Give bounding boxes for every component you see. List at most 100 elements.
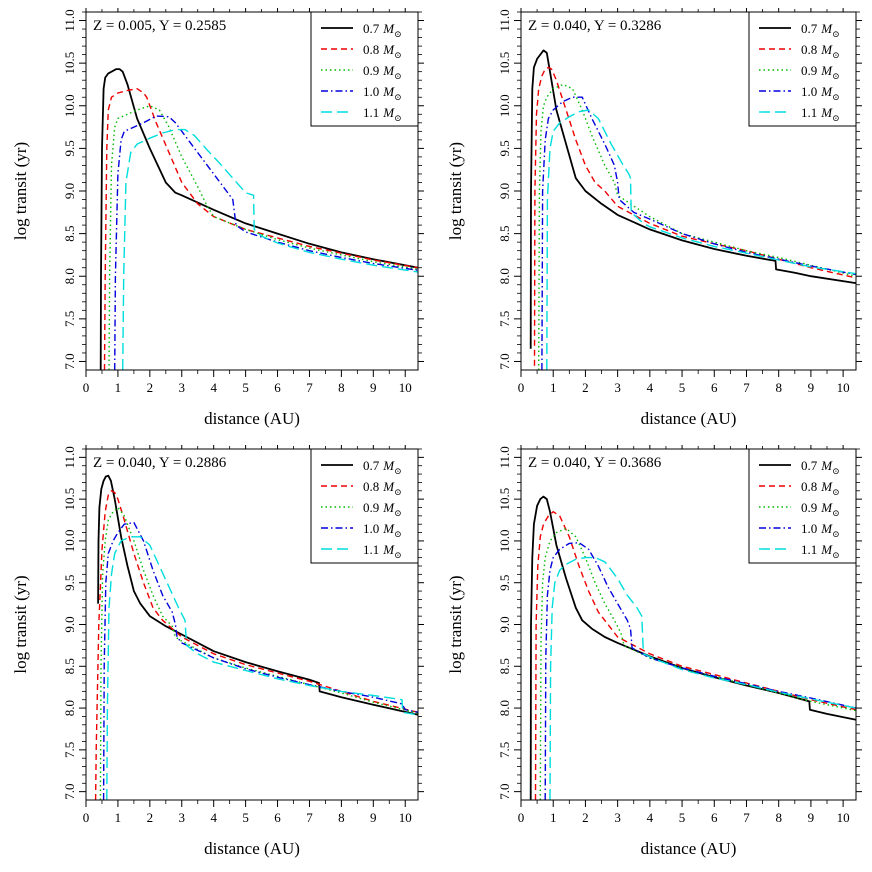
x-tick-label: 3 xyxy=(179,380,186,395)
legend-label: 0.7 M⊙ xyxy=(801,458,840,476)
legend-mass-unit: M xyxy=(820,63,833,78)
x-tick-label: 2 xyxy=(147,380,154,395)
legend-mass-unit: M xyxy=(382,105,395,120)
y-tick-label: 10.0 xyxy=(497,530,512,553)
y-tick-label: 10.5 xyxy=(497,488,512,511)
series-line-0_9 xyxy=(539,527,856,800)
legend-mass-value: 1.1 xyxy=(363,105,379,120)
x-tick-label: 8 xyxy=(775,810,782,825)
legend-mass-value: 1.1 xyxy=(801,542,817,557)
legend-mass-value: 1.0 xyxy=(363,521,379,536)
x-tick-label: 6 xyxy=(274,380,281,395)
x-tick-label: 8 xyxy=(338,380,345,395)
x-tick-label: 10 xyxy=(837,380,850,395)
series-lines xyxy=(99,68,418,370)
legend-sun-symbol: ⊙ xyxy=(394,71,402,81)
legend-mass-value: 0.8 xyxy=(363,479,379,494)
legend-label: 0.8 M⊙ xyxy=(801,42,840,60)
legend-mass-unit: M xyxy=(382,479,395,494)
x-axis-title: distance (AU) xyxy=(641,839,737,858)
legend-label: 1.1 M⊙ xyxy=(363,542,402,560)
legend-box xyxy=(310,11,419,127)
legend-mass-value: 1.1 xyxy=(801,105,817,120)
x-tick-label: 7 xyxy=(306,380,313,395)
panel-3: 0 1 2 3 4 5 6 7 8 9 10 7.0 7.5 8.0 8.5 9.0 9.5 10.0 10.5 11… xyxy=(11,445,424,858)
x-tick-label: 4 xyxy=(647,380,654,395)
y-tick-label: 8.5 xyxy=(62,658,77,674)
legend-sun-symbol: ⊙ xyxy=(832,508,840,518)
x-tick-label: 2 xyxy=(147,810,154,825)
legend-mass-unit: M xyxy=(382,21,395,36)
panel-annotation: Z = 0.040, Y = 0.3686 xyxy=(528,455,662,471)
y-tick-label: 7.5 xyxy=(62,742,77,758)
legend-sun-symbol: ⊙ xyxy=(394,113,402,123)
y-tick-label: 9.0 xyxy=(62,183,77,199)
panel-annotation: Z = 0.005, Y = 0.2585 xyxy=(93,18,226,34)
x-tick-label: 0 xyxy=(518,380,525,395)
y-tick-label: 10.5 xyxy=(497,52,512,75)
y-tick-label: 7.0 xyxy=(62,784,77,800)
legend-box xyxy=(748,448,857,564)
y-axis-title: log transit (yr) xyxy=(11,142,30,240)
legend-mass-value: 0.7 xyxy=(801,21,818,36)
x-tick-label: 1 xyxy=(550,810,557,825)
legend-sun-symbol: ⊙ xyxy=(832,529,840,539)
legend-label: 0.7 M⊙ xyxy=(363,458,402,476)
y-tick-label: 11.0 xyxy=(62,446,77,468)
series-line-0_7 xyxy=(529,495,856,800)
x-tick-label: 9 xyxy=(370,380,377,395)
legend-mass-value: 0.8 xyxy=(363,42,379,57)
legend-mass-value: 1.0 xyxy=(363,84,379,99)
legend-label: 1.1 M⊙ xyxy=(801,105,840,123)
y-axis-title: log transit (yr) xyxy=(11,575,30,673)
legend-label: 0.7 M⊙ xyxy=(363,21,402,39)
legend-label: 0.9 M⊙ xyxy=(801,63,840,81)
legend: 0.7 M⊙0.8 M⊙0.9 M⊙1.0 M⊙1.1 M⊙ xyxy=(310,448,419,564)
y-tick-label: 11.0 xyxy=(497,9,512,31)
legend-sun-symbol: ⊙ xyxy=(394,529,402,539)
panel-2: 0 1 2 3 4 5 6 7 8 9 10 7.0 7.5 8.0 8.5 9.0 9.5 10.0 10.5 11… xyxy=(446,8,862,428)
y-tick-label: 8.0 xyxy=(62,268,77,284)
legend-label: 0.8 M⊙ xyxy=(363,479,402,497)
x-tick-label: 8 xyxy=(775,380,782,395)
legend-sun-symbol: ⊙ xyxy=(832,466,840,476)
legend-label: 0.9 M⊙ xyxy=(363,500,402,518)
legend-sun-symbol: ⊙ xyxy=(394,466,402,476)
x-tick-label: 4 xyxy=(647,810,654,825)
y-tick-label: 7.5 xyxy=(497,742,512,758)
legend-label: 0.9 M⊙ xyxy=(363,63,402,81)
panel-4: 0 1 2 3 4 5 6 7 8 9 10 7.0 7.5 8.0 8.5 9.0 9.5 10.0 10.5 11… xyxy=(446,445,862,858)
legend-sun-symbol: ⊙ xyxy=(832,550,840,560)
legend-mass-value: 0.7 xyxy=(363,21,380,36)
x-tick-label: 6 xyxy=(274,810,281,825)
legend-label: 1.1 M⊙ xyxy=(363,105,402,123)
series-line-1_1 xyxy=(549,556,856,800)
legend-mass-value: 0.8 xyxy=(801,42,817,57)
x-tick-label: 5 xyxy=(679,380,686,395)
series-line-1_0 xyxy=(541,96,856,370)
x-axis-title: distance (AU) xyxy=(641,409,737,428)
panel-1: 0 1 2 3 4 5 6 7 8 9 10 7.0 7.5 8.0 8.5 9.0 9.5 10.0 10.5 11… xyxy=(11,8,424,428)
y-tick-label: 11.0 xyxy=(497,446,512,468)
y-tick-label: 10.5 xyxy=(62,488,77,511)
series-line-0_7 xyxy=(529,49,856,349)
y-axis-title: log transit (yr) xyxy=(446,142,465,240)
panel-annotation: Z = 0.040, Y = 0.3286 xyxy=(528,18,662,34)
legend-label: 0.8 M⊙ xyxy=(363,42,402,60)
series-lines xyxy=(529,495,856,800)
x-tick-label: 4 xyxy=(210,810,217,825)
legend-sun-symbol: ⊙ xyxy=(832,29,840,39)
x-tick-label: 10 xyxy=(837,810,850,825)
legend-mass-unit: M xyxy=(820,521,833,536)
legend-box xyxy=(310,448,419,564)
x-tick-label: 7 xyxy=(306,810,313,825)
legend-mass-unit: M xyxy=(382,84,395,99)
legend-mass-value: 0.9 xyxy=(801,63,817,78)
legend-sun-symbol: ⊙ xyxy=(832,71,840,81)
legend-mass-unit: M xyxy=(382,458,395,473)
x-tick-label: 0 xyxy=(518,810,525,825)
x-tick-label: 6 xyxy=(711,380,718,395)
x-tick-label: 9 xyxy=(370,810,377,825)
legend-label: 1.0 M⊙ xyxy=(801,84,840,102)
